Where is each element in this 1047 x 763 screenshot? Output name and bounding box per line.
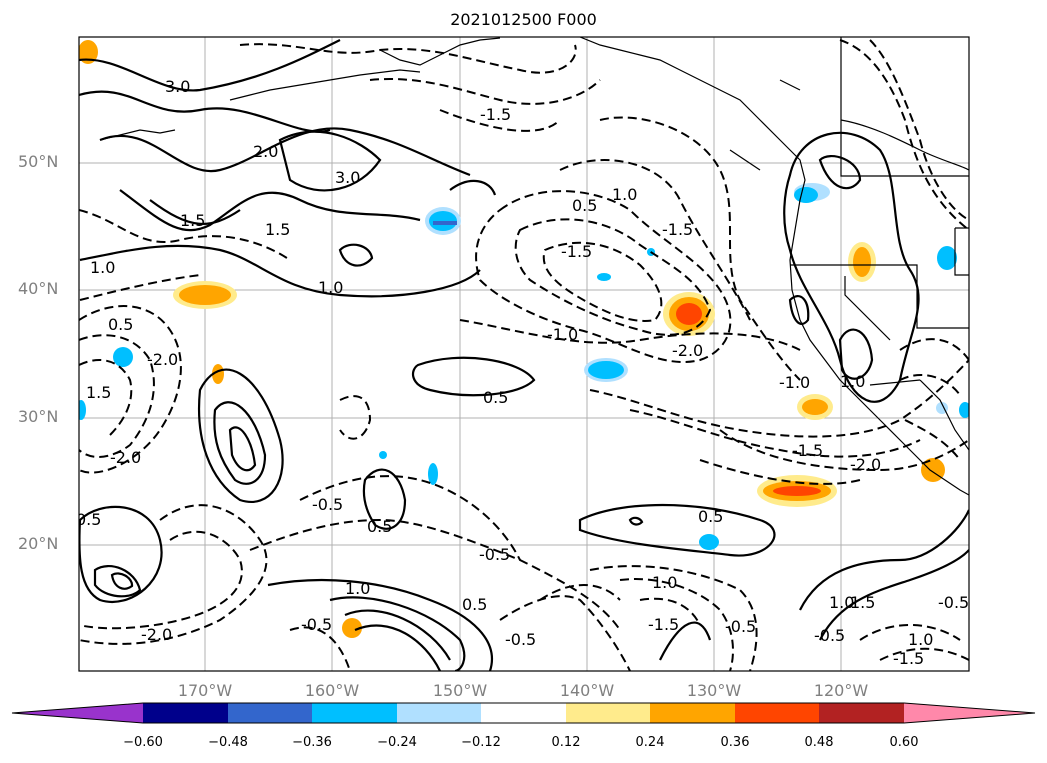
lat-label: 40°N <box>18 279 59 298</box>
contour-label: 0.5 <box>462 595 487 614</box>
contour-label: -2.0 <box>147 350 178 369</box>
colorbar-tick: 0.24 <box>635 735 665 750</box>
contour-label: 1.0 <box>840 372 865 391</box>
contour-label: 0.5 <box>367 517 392 536</box>
colorbar-tick: 0.48 <box>804 735 834 750</box>
contour-label: -0.5 <box>301 615 332 634</box>
lat-label: 30°N <box>18 407 59 426</box>
contour-label: -2.0 <box>672 341 703 360</box>
contour-label: -2.0 <box>850 455 881 474</box>
contour-label: -0.5 <box>814 626 845 645</box>
contour-label: -1.5 <box>480 105 511 124</box>
colorbar-segment <box>397 703 481 723</box>
contour-label: -1.5 <box>561 242 592 261</box>
contour-label: 0.5 <box>76 510 101 529</box>
lon-label: 150°W <box>432 681 488 700</box>
contour-label: 1.0 <box>612 185 637 204</box>
positive-contours <box>79 39 969 671</box>
lon-label: 130°W <box>686 681 742 700</box>
contour-label: 0.5 <box>698 507 723 526</box>
lat-label: 20°N <box>18 534 59 553</box>
colorbar-segment <box>819 703 904 723</box>
colorbar-segment <box>735 703 819 723</box>
colorbar-tick: −0.36 <box>292 735 332 750</box>
plot-frame <box>78 36 970 672</box>
contour-label: 1.5 <box>86 383 111 402</box>
contour-label: 0.5 <box>572 196 597 215</box>
colorbar-segment <box>650 703 735 723</box>
colorbar-tick: −0.48 <box>208 735 248 750</box>
contour-label: 1.0 <box>829 593 854 612</box>
colorbar-segment <box>566 703 650 723</box>
colorbar-tick: −0.24 <box>377 735 417 750</box>
colorbar-extend-high <box>904 703 1035 723</box>
coastlines <box>99 37 969 496</box>
contour-label: -1.5 <box>662 220 693 239</box>
negative-contours <box>79 39 969 671</box>
contour-label: 0.5 <box>483 388 508 407</box>
colorbar-segment <box>481 703 566 723</box>
contour-label: -1.5 <box>893 649 924 668</box>
contour-label: 1.0 <box>652 573 677 592</box>
lon-label: 120°W <box>813 681 869 700</box>
contour-label: 1.5 <box>850 593 875 612</box>
contour-label: -0.5 <box>938 593 969 612</box>
contour-label: -1.5 <box>792 441 823 460</box>
colorbar-segment <box>143 703 228 723</box>
colorbar-tick: −0.12 <box>461 735 501 750</box>
contour-label: -1.5 <box>648 615 679 634</box>
lon-label: 170°W <box>177 681 233 700</box>
colorbar <box>11 702 1036 724</box>
colorbar-tick: 0.36 <box>720 735 750 750</box>
contour-label: 2.0 <box>253 142 278 161</box>
colorbar-tick: 0.60 <box>889 735 919 750</box>
lon-label: 140°W <box>559 681 615 700</box>
contour-labels: 3.0 2.0 3.0 1.5 1.5 1.0 1.0 -2.0 -1.5 0.… <box>76 77 969 668</box>
contour-label: -0.5 <box>725 617 756 636</box>
map-title: 2021012500 F000 <box>450 10 597 29</box>
contour-label: 1.0 <box>345 579 370 598</box>
colorbar-tick: −0.60 <box>123 735 163 750</box>
contour-label: -2.0 <box>110 448 141 467</box>
lon-label: 160°W <box>304 681 360 700</box>
colorbar-segment <box>228 703 312 723</box>
contour-label: -1.0 <box>779 373 810 392</box>
contour-label: -0.5 <box>312 495 343 514</box>
contour-label: 3.0 <box>165 77 190 96</box>
contour-label: -0.5 <box>505 630 536 649</box>
contour-label: 1.0 <box>318 278 343 297</box>
colorbar-tick: 0.12 <box>551 735 581 750</box>
contour-label: -0.5 <box>479 545 510 564</box>
contour-label: 1.0 <box>908 630 933 649</box>
contour-label: 3.0 <box>335 168 360 187</box>
contour-label: 1.0 <box>90 258 115 277</box>
contour-label: 1.5 <box>180 211 205 230</box>
contour-label: -2.0 <box>141 625 172 644</box>
colorbar-extend-low <box>12 703 143 723</box>
contour-label: -1.0 <box>547 325 578 344</box>
colorbar-segment <box>312 703 397 723</box>
lat-label: 50°N <box>18 152 59 171</box>
contour-label: 0.5 <box>108 315 133 334</box>
contour-label: 1.5 <box>265 220 290 239</box>
